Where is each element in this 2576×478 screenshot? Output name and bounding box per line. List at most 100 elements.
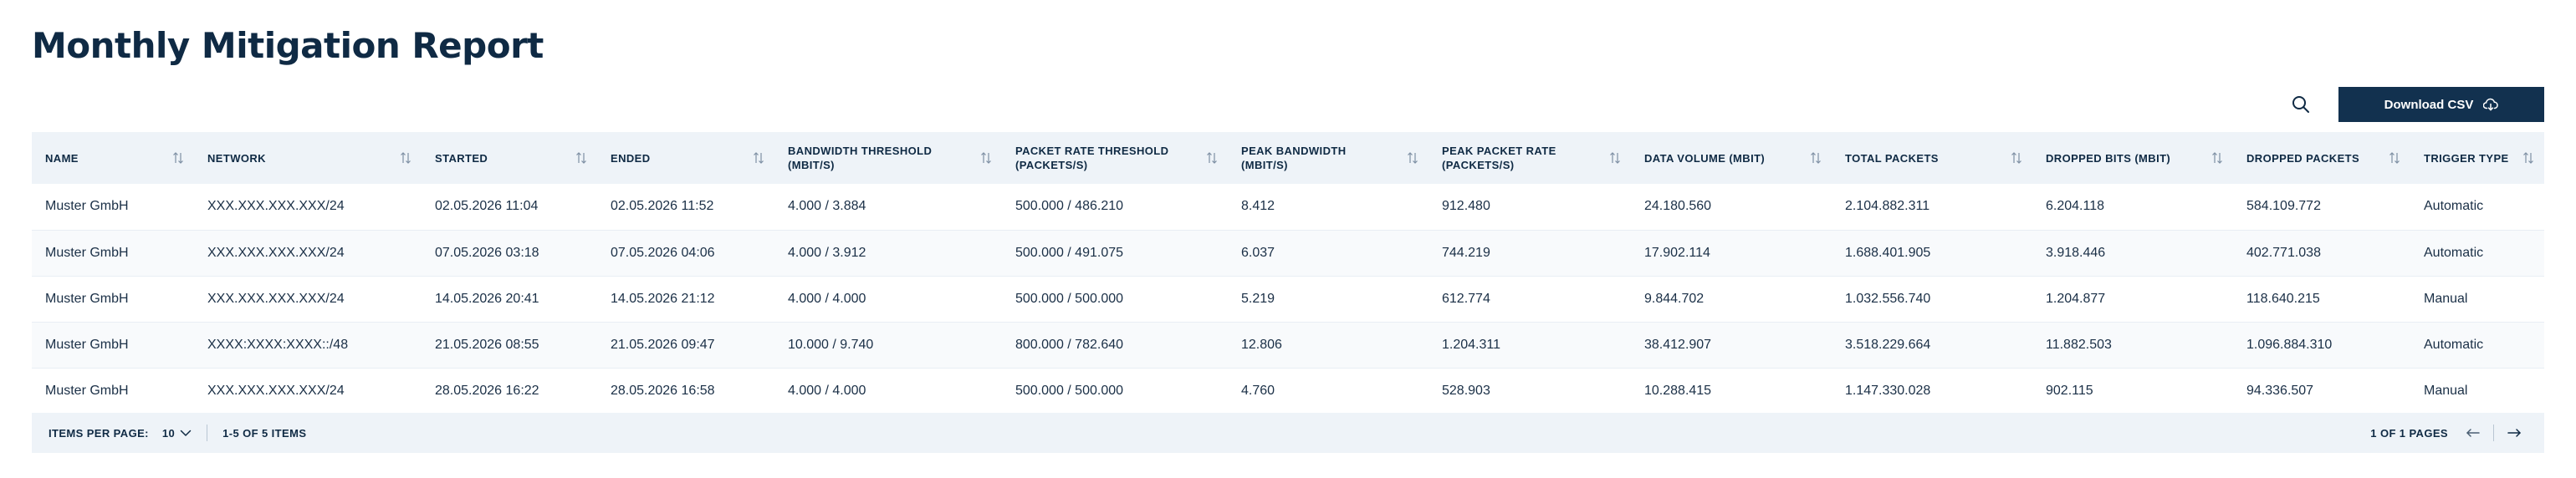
cell-packet-rate-threshold: 800.000 / 782.640 bbox=[1015, 337, 1124, 352]
sort-icon[interactable] bbox=[1810, 151, 1822, 165]
column-header-data-volume[interactable]: DATA VOLUME (MBIT) bbox=[1631, 132, 1832, 184]
arrow-right-icon bbox=[2507, 429, 2521, 437]
search-button[interactable] bbox=[2283, 87, 2318, 122]
sort-icon[interactable] bbox=[2389, 151, 2400, 165]
cell-total-packets: 1.147.330.028 bbox=[1845, 383, 1931, 398]
cell-trigger-type: Automatic bbox=[2424, 199, 2484, 214]
sort-icon[interactable] bbox=[2011, 151, 2022, 165]
cell-ended: 21.05.2026 09:47 bbox=[611, 337, 715, 352]
cell-total-packets: 1.688.401.905 bbox=[1845, 245, 1931, 260]
sort-icon[interactable] bbox=[1206, 151, 1218, 165]
column-header-dropped-bits[interactable]: DROPPED BITS (MBIT) bbox=[2032, 132, 2233, 184]
table-footer: ITEMS PER PAGE: 10 1-5 OF 5 ITEMS 1 OF 1… bbox=[32, 413, 2544, 453]
table-row: Muster GmbH XXX.XXX.XXX.XXX/24 02.05.2026 … bbox=[32, 184, 2544, 230]
cell-peak-packet-rate: 744.219 bbox=[1442, 245, 1490, 260]
column-header-ended[interactable]: ENDED bbox=[597, 132, 774, 184]
sort-icon[interactable] bbox=[575, 151, 587, 165]
column-header-network[interactable]: NETWORK bbox=[194, 132, 422, 184]
column-header-label: NETWORK bbox=[207, 151, 266, 165]
cell-dropped-bits: 11.882.503 bbox=[2046, 337, 2112, 352]
cell-dropped-bits: 3.918.446 bbox=[2046, 245, 2106, 260]
cell-data-volume: 9.844.702 bbox=[1644, 291, 1705, 306]
cell-total-packets: 1.032.556.740 bbox=[1845, 291, 1931, 306]
pagination-left: ITEMS PER PAGE: 10 1-5 OF 5 ITEMS bbox=[32, 425, 306, 441]
column-header-packet-rate-threshold[interactable]: PACKET RATE THRESHOLD (PACKETS/S) bbox=[1002, 132, 1228, 184]
cell-name: Muster GmbH bbox=[45, 199, 129, 214]
table-header-row: NAME NETWORK STARTED ENDED BANDWIDTH THRESHO… bbox=[32, 132, 2544, 184]
cell-total-packets: 2.104.882.311 bbox=[1845, 199, 1930, 214]
sort-icon[interactable] bbox=[172, 151, 184, 165]
mitigation-table: NAME NETWORK STARTED ENDED BANDWIDTH THRESHO… bbox=[32, 132, 2544, 414]
column-header-dropped-packets[interactable]: DROPPED PACKETS bbox=[2233, 132, 2410, 184]
cell-packet-rate-threshold: 500.000 / 491.075 bbox=[1015, 245, 1124, 260]
cell-network: XXXX:XXXX:XXXX::/48 bbox=[207, 337, 349, 352]
cell-network: XXX.XXX.XXX.XXX/24 bbox=[207, 245, 345, 260]
cell-peak-bandwidth: 5.219 bbox=[1241, 291, 1275, 306]
column-header-name[interactable]: NAME bbox=[32, 132, 194, 184]
column-header-peak-bandwidth[interactable]: PEAK BANDWIDTH (MBIT/S) bbox=[1228, 132, 1429, 184]
cloud-download-icon bbox=[2483, 98, 2499, 111]
column-header-trigger-type[interactable]: TRIGGER TYPE bbox=[2410, 132, 2544, 184]
pagination-right: 1 OF 1 PAGES bbox=[2370, 420, 2544, 446]
column-header-label: DROPPED PACKETS bbox=[2246, 151, 2360, 165]
cell-dropped-packets: 94.336.507 bbox=[2246, 383, 2314, 398]
items-per-page-select[interactable]: 10 bbox=[162, 427, 192, 440]
cell-dropped-packets: 584.109.772 bbox=[2246, 199, 2321, 214]
pager-divider bbox=[2493, 425, 2494, 441]
cell-started: 07.05.2026 03:18 bbox=[435, 245, 539, 260]
column-header-label: PEAK BANDWIDTH (MBIT/S) bbox=[1241, 145, 1347, 171]
cell-name: Muster GmbH bbox=[45, 245, 129, 260]
cell-peak-bandwidth: 4.760 bbox=[1241, 383, 1275, 398]
cell-started: 28.05.2026 16:22 bbox=[435, 383, 539, 398]
table-body: Muster GmbH XXX.XXX.XXX.XXX/24 02.05.2026 … bbox=[32, 184, 2544, 414]
cell-peak-packet-rate: 1.204.311 bbox=[1442, 337, 1500, 352]
sort-icon[interactable] bbox=[1609, 151, 1621, 165]
page-title: Monthly Mitigation Report bbox=[32, 25, 544, 66]
sort-icon[interactable] bbox=[1407, 151, 1418, 165]
cell-network: XXX.XXX.XXX.XXX/24 bbox=[207, 291, 345, 306]
cell-dropped-bits: 902.115 bbox=[2046, 383, 2093, 398]
cell-ended: 28.05.2026 16:58 bbox=[611, 383, 715, 398]
previous-page-button[interactable] bbox=[2460, 420, 2487, 446]
cell-packet-rate-threshold: 500.000 / 486.210 bbox=[1015, 199, 1124, 214]
cell-started: 14.05.2026 20:41 bbox=[435, 291, 539, 306]
search-icon bbox=[2292, 96, 2309, 113]
column-header-label: NAME bbox=[45, 151, 79, 165]
cell-ended: 02.05.2026 11:52 bbox=[611, 199, 714, 214]
cell-name: Muster GmbH bbox=[45, 291, 129, 306]
cell-data-volume: 10.288.415 bbox=[1644, 383, 1712, 398]
cell-dropped-packets: 402.771.038 bbox=[2246, 245, 2321, 260]
cell-trigger-type: Manual bbox=[2424, 291, 2468, 306]
column-header-total-packets[interactable]: TOTAL PACKETS bbox=[1832, 132, 2032, 184]
next-page-button[interactable] bbox=[2501, 420, 2527, 446]
column-header-label: BANDWIDTH THRESHOLD (MBIT/S) bbox=[788, 145, 933, 171]
cell-total-packets: 3.518.229.664 bbox=[1845, 337, 1931, 352]
sort-icon[interactable] bbox=[2522, 151, 2534, 165]
cell-network: XXX.XXX.XXX.XXX/24 bbox=[207, 383, 345, 398]
cell-peak-bandwidth: 6.037 bbox=[1241, 245, 1275, 260]
column-header-label: PEAK PACKET RATE (PACKETS/S) bbox=[1442, 145, 1556, 171]
cell-name: Muster GmbH bbox=[45, 337, 129, 352]
cell-bandwidth-threshold: 10.000 / 9.740 bbox=[788, 337, 874, 352]
sort-icon[interactable] bbox=[2211, 151, 2223, 165]
table-row: Muster GmbH XXX.XXX.XXX.XXX/24 07.05.2026 … bbox=[32, 230, 2544, 276]
sort-icon[interactable] bbox=[753, 151, 764, 165]
cell-dropped-bits: 1.204.877 bbox=[2046, 291, 2106, 306]
cell-data-volume: 24.180.560 bbox=[1644, 199, 1712, 214]
cell-bandwidth-threshold: 4.000 / 4.000 bbox=[788, 291, 866, 306]
download-csv-button[interactable]: Download CSV bbox=[2338, 87, 2544, 122]
cell-trigger-type: Automatic bbox=[2424, 245, 2484, 260]
arrow-left-icon bbox=[2466, 429, 2480, 437]
toolbar: Download CSV bbox=[2283, 87, 2544, 122]
column-header-started[interactable]: STARTED bbox=[422, 132, 597, 184]
cell-bandwidth-threshold: 4.000 / 3.884 bbox=[788, 199, 866, 214]
sort-icon[interactable] bbox=[980, 151, 992, 165]
column-header-label: DROPPED BITS (MBIT) bbox=[2046, 151, 2171, 165]
mitigation-table-container: NAME NETWORK STARTED ENDED BANDWIDTH THRESHO… bbox=[32, 132, 2544, 414]
cell-dropped-bits: 6.204.118 bbox=[2046, 199, 2104, 214]
sort-icon[interactable] bbox=[400, 151, 411, 165]
cell-ended: 14.05.2026 21:12 bbox=[611, 291, 715, 306]
column-header-peak-packet-rate[interactable]: PEAK PACKET RATE (PACKETS/S) bbox=[1429, 132, 1631, 184]
column-header-bandwidth-threshold[interactable]: BANDWIDTH THRESHOLD (MBIT/S) bbox=[774, 132, 1002, 184]
